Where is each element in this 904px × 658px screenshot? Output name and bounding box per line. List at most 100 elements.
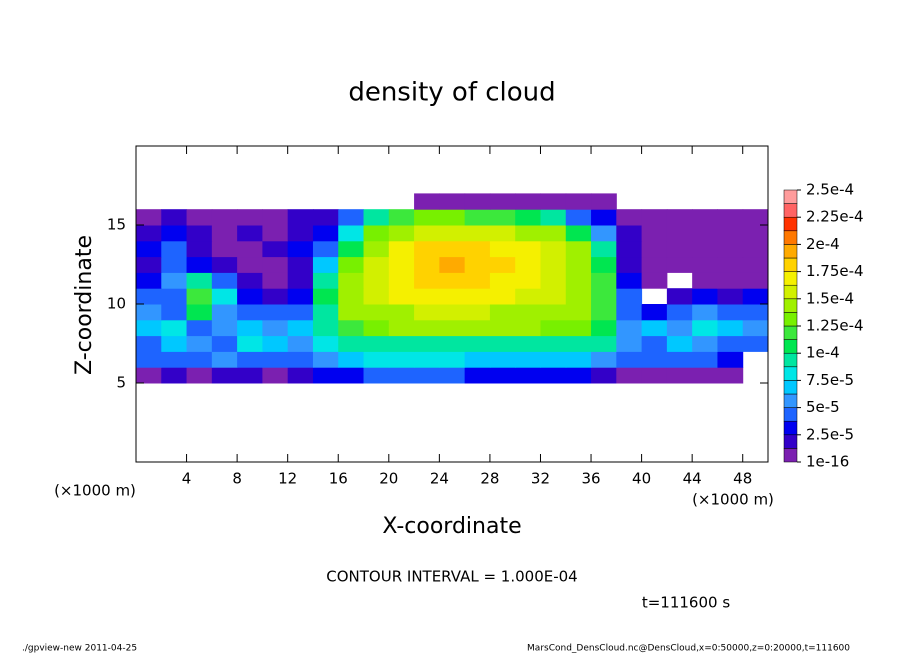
cell [186,256,213,273]
cell [515,351,541,368]
cell [312,256,339,273]
cell [489,256,516,273]
colorbar-box [783,216,798,232]
cell [262,240,289,258]
cell [161,209,188,226]
cell [565,240,592,258]
cell [515,240,541,258]
x-tick-label: 8 [232,470,242,488]
x-tick-label: 40 [632,470,651,488]
cell [742,319,769,337]
cell [338,272,365,289]
colorbar-box [783,312,798,327]
cell [161,288,188,305]
cell [515,335,541,352]
cell [641,367,668,384]
cell [439,319,466,337]
cell [540,335,567,352]
cell [312,335,339,352]
cell [262,335,289,352]
cell [540,193,567,210]
cell [287,351,314,368]
cell [591,240,617,258]
cell [414,288,440,305]
cell [717,209,744,226]
cell [388,272,415,289]
x-tick-label: 16 [329,470,348,488]
cell [591,335,617,352]
cell [439,225,466,242]
cell [237,225,263,242]
cell [388,304,415,321]
cell [237,256,263,273]
cell [186,351,213,368]
cell [338,240,365,258]
cell [312,351,339,368]
colorbar-tick-label: 2.5e-5 [806,425,854,443]
cell [692,351,718,368]
cell [312,288,339,305]
cell [161,335,188,352]
colorbar-box [783,352,798,368]
cell [161,351,188,368]
cell [540,240,567,258]
cell [616,367,643,384]
cell [136,351,162,368]
cell [540,256,567,273]
cell [237,319,263,337]
cell [540,319,567,337]
cell [439,272,466,289]
cell [312,225,339,242]
cell [414,225,440,242]
cell [464,335,491,352]
cell [515,193,541,210]
cell [287,335,314,352]
cell [287,367,314,384]
cell [237,288,263,305]
cell [540,225,567,242]
colorbar-box [783,244,798,259]
cell [616,288,643,305]
cell [439,367,466,384]
annotation: t=111600 s [642,594,730,612]
colorbar-tick-label: 2.25e-4 [806,208,864,226]
cell [692,240,718,258]
cell [641,319,668,337]
cell [388,351,415,368]
colorbar-box [783,203,798,218]
cell [692,256,718,273]
footer: ./gpview-new 2011-04-25 [22,644,137,654]
cell [666,335,693,352]
cell [287,225,314,242]
cell [464,193,491,210]
cell [414,304,440,321]
cell [161,304,188,321]
cell [464,351,491,368]
cell [591,288,617,305]
cell [742,225,769,242]
colorbar-box [783,407,798,422]
colorbar-tick-label: 1.5e-4 [806,289,854,307]
y-axis-label: Z-coordinate [72,235,97,375]
cell [388,225,415,242]
cell [136,256,162,273]
cell [211,304,238,321]
colorbar-box [783,271,798,286]
cell [464,256,491,273]
cell [262,272,289,289]
colorbar-tick-label: 7.5e-5 [806,371,854,389]
cell [237,351,263,368]
cell [186,288,213,305]
cell [161,272,188,289]
cell [666,367,693,384]
colorbar-tick-label: 5e-5 [806,398,840,416]
cell [565,209,592,226]
cell [338,209,365,226]
cell [262,256,289,273]
cell [211,351,238,368]
cell [439,351,466,368]
cell [136,319,162,337]
cell [161,367,188,384]
cell [237,367,263,384]
colorbar-box [783,298,798,313]
